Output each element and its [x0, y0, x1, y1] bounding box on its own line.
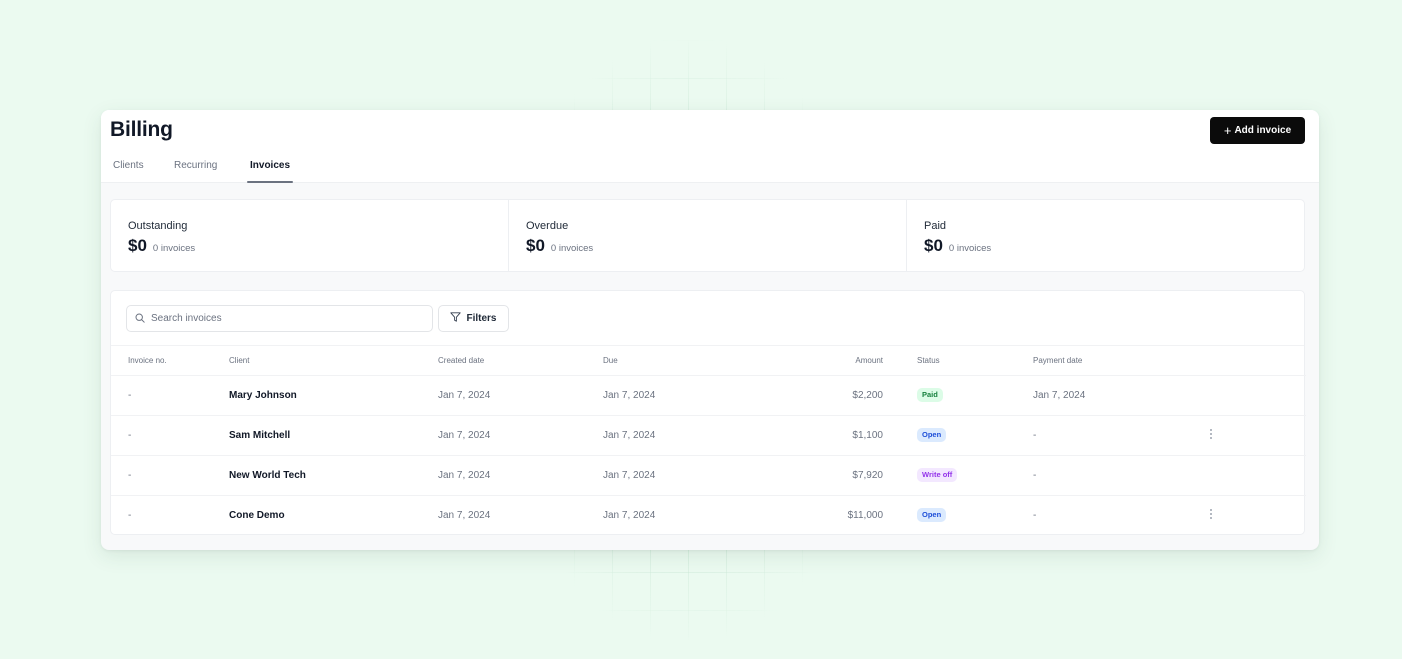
column-header-amount[interactable]: Amount — [759, 346, 883, 376]
cell-due-date: Jan 7, 2024 — [603, 415, 759, 456]
cell-invoice-no: - — [111, 375, 229, 416]
cell-actions — [1206, 455, 1306, 496]
cell-status: Open — [883, 495, 1033, 535]
cell-invoice-no: - — [128, 509, 132, 521]
column-header-payment-date[interactable]: Payment date — [1033, 346, 1206, 376]
table-row[interactable]: - Cone Demo Jan 7, 2024 Jan 7, 2024 $11,… — [111, 495, 1306, 535]
column-header-invoice-no[interactable]: Invoice no. — [111, 346, 229, 376]
stat-outstanding: Outstanding $0 0 invoices — [111, 200, 509, 271]
add-invoice-label: Add invoice — [1234, 125, 1292, 136]
status-badge: Open — [917, 508, 947, 523]
table-row[interactable]: - New World Tech Jan 7, 2024 Jan 7, 2024… — [111, 455, 1306, 496]
tab-invoices[interactable]: Invoices — [247, 157, 293, 183]
cell-amount: $11,000 — [847, 509, 883, 521]
filters-label: Filters — [466, 313, 497, 324]
stat-value: $0 — [924, 236, 943, 255]
stat-value: $0 — [526, 236, 545, 255]
billing-window: Billing + Add invoice Clients Recurring … — [101, 110, 1319, 550]
search-input[interactable] — [151, 313, 421, 324]
table-header-row: Invoice no. Client Created date Due Amou… — [111, 346, 1306, 376]
cell-due-date: Jan 7, 2024 — [603, 455, 759, 496]
cell-created-date: Jan 7, 2024 — [438, 415, 603, 456]
cell-actions — [1206, 495, 1306, 535]
cell-invoice-no: - — [111, 455, 229, 496]
cell-client: New World Tech — [229, 455, 438, 496]
filter-icon — [450, 312, 462, 325]
search-icon — [135, 310, 145, 328]
cell-due-date: Jan 7, 2024 — [603, 375, 759, 416]
column-header-client[interactable]: Client — [229, 346, 438, 376]
cell-payment-date: Jan 7, 2024 — [1033, 375, 1206, 416]
stat-overdue: Overdue $0 0 invoices — [509, 200, 907, 271]
cell-created-date: Jan 7, 2024 — [438, 375, 603, 416]
status-badge: Write off — [917, 468, 958, 482]
search-box[interactable] — [126, 305, 433, 332]
column-header-due[interactable]: Due — [603, 346, 759, 376]
stat-label: Overdue — [526, 220, 569, 232]
table-row[interactable]: - Mary Johnson Jan 7, 2024 Jan 7, 2024 $… — [111, 375, 1306, 416]
more-options-icon[interactable] — [1206, 507, 1216, 521]
cell-due-date: Jan 7, 2024 — [603, 509, 656, 521]
stat-label: Paid — [924, 220, 947, 232]
cell-client: Mary Johnson — [229, 375, 438, 416]
cell-status: Paid — [883, 375, 1033, 416]
cell-actions — [1206, 375, 1306, 416]
cell-payment-date: - — [1033, 509, 1037, 521]
column-header-status[interactable]: Status — [883, 346, 1033, 376]
app-header: Billing + Add invoice Clients Recurring … — [101, 110, 1319, 183]
cell-created-date: Jan 7, 2024 — [438, 509, 491, 521]
cell-payment-date: - — [1033, 455, 1206, 496]
stat-paid: Paid $0 0 invoices — [907, 200, 1304, 271]
tab-clients[interactable]: Clients — [113, 157, 144, 183]
tab-clients-label: Clients — [113, 160, 144, 171]
invoices-table: Invoice no. Client Created date Due Amou… — [111, 346, 1306, 535]
filters-button[interactable]: Filters — [438, 305, 509, 332]
cell-amount: $7,920 — [759, 455, 883, 496]
column-header-actions — [1206, 346, 1306, 376]
stat-value: $0 — [128, 236, 147, 255]
tab-recurring-label: Recurring — [174, 160, 218, 171]
more-options-icon[interactable] — [1206, 427, 1216, 441]
cell-amount: $1,100 — [759, 415, 883, 456]
tab-invoices-label: Invoices — [250, 160, 291, 171]
tab-recurring[interactable]: Recurring — [174, 157, 217, 183]
stat-label: Outstanding — [128, 220, 188, 232]
cell-actions — [1206, 415, 1306, 456]
stat-count: 0 invoices — [550, 243, 594, 254]
column-header-created-date[interactable]: Created date — [438, 346, 603, 376]
table-row[interactable]: - Sam Mitchell Jan 7, 2024 Jan 7, 2024 $… — [111, 415, 1306, 456]
cell-invoice-no: - — [111, 415, 229, 456]
cell-payment-date: - — [1033, 415, 1206, 456]
add-invoice-button[interactable]: + Add invoice — [1210, 117, 1305, 144]
page-title: Billing — [110, 118, 173, 141]
plus-icon: + — [1223, 123, 1232, 138]
cell-amount: $2,200 — [759, 375, 883, 416]
status-badge: Paid — [917, 388, 943, 402]
cell-client: Sam Mitchell — [229, 415, 438, 456]
cell-created-date: Jan 7, 2024 — [438, 455, 603, 496]
stat-count: 0 invoices — [948, 243, 992, 254]
cell-status: Write off — [883, 455, 1033, 496]
invoices-table-card: Filters Invoice no. Client Created date … — [110, 290, 1306, 535]
table-toolbar: Filters — [111, 291, 1304, 346]
cell-status: Open — [883, 415, 1033, 456]
status-badge: Open — [917, 428, 947, 442]
cell-client: Cone Demo — [229, 509, 285, 521]
summary-stats: Outstanding $0 0 invoices Overdue $0 0 i… — [110, 199, 1305, 272]
stat-count: 0 invoices — [152, 243, 196, 254]
